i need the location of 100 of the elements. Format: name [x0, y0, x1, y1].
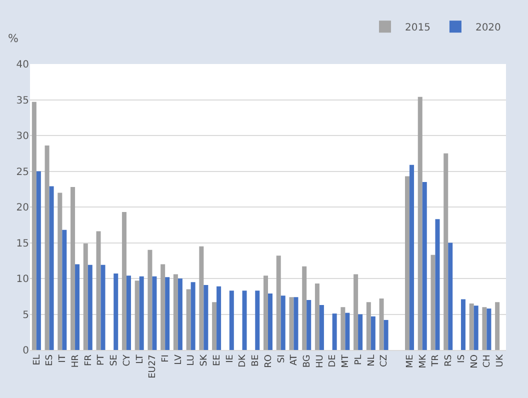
bar: [410, 164, 414, 350]
x-tick-label: SI: [276, 354, 287, 363]
bar: [345, 312, 350, 350]
x-tick-label: NL: [366, 354, 377, 366]
bar: [370, 316, 376, 350]
bar: [100, 264, 106, 350]
bar: [229, 290, 234, 350]
x-tick-label: UK: [495, 354, 506, 368]
legend-label: 2020: [475, 22, 501, 34]
bar: [173, 274, 178, 350]
x-tick-label: MT: [341, 354, 352, 368]
bar: [495, 302, 500, 350]
bar: [302, 266, 307, 350]
bar: [70, 186, 76, 350]
x-tick-label: IS: [456, 354, 467, 363]
bar: [384, 320, 388, 350]
bar: [32, 102, 36, 350]
y-tick-label: 15: [16, 238, 29, 250]
bar: [418, 96, 422, 350]
bar: [83, 243, 88, 350]
bar: [289, 297, 294, 350]
x-tick-label: BG: [302, 354, 313, 368]
bar: [460, 299, 466, 350]
x-tick-label: BE: [251, 354, 262, 366]
x-tick-label: AT: [290, 354, 300, 366]
bar: [332, 314, 337, 350]
x-tick-label: TR: [431, 354, 442, 368]
x-tick-label: IE: [225, 354, 236, 363]
bar: [134, 280, 140, 350]
bar: [88, 264, 92, 350]
x-tick-label: RO: [264, 354, 274, 368]
bar: [255, 290, 260, 350]
x-tick-label: DK: [238, 354, 248, 368]
bar: [469, 304, 474, 350]
bar: [430, 254, 436, 350]
legend-label: 2015: [405, 22, 430, 34]
bar: [435, 219, 440, 350]
bar: [486, 308, 492, 350]
x-tick-label: HU: [315, 354, 326, 368]
y-tick-label: 40: [16, 60, 29, 70]
bar: [216, 286, 222, 350]
x-tick-label: RS: [444, 354, 454, 367]
x-tick-label: SK: [200, 354, 210, 366]
bar: [152, 276, 157, 350]
y-tick-label: 35: [16, 95, 29, 106]
bar: [75, 264, 80, 350]
bar: [379, 298, 384, 350]
bar: [186, 289, 191, 350]
bar: [319, 304, 324, 350]
x-tick-label: MK: [418, 354, 428, 368]
x-tick-label: LV: [174, 354, 184, 365]
bar: [36, 171, 41, 350]
bar: [96, 231, 101, 350]
y-tick-label: 20: [16, 202, 29, 214]
y-tick-label: 30: [16, 131, 29, 142]
bar: [422, 182, 427, 350]
bar: [474, 306, 478, 350]
x-tick-label: ES: [45, 354, 56, 366]
bar: [58, 192, 62, 350]
x-tick-label: CY: [122, 354, 132, 366]
x-tick-label: LT: [135, 354, 146, 364]
y-axis-title: %: [8, 32, 18, 45]
bar: [49, 186, 54, 350]
bar: [366, 302, 371, 350]
x-tick-label: FR: [84, 354, 94, 366]
y-tick-label: 25: [16, 166, 29, 178]
bar: [204, 284, 208, 350]
x-tick-label: EU27: [148, 354, 158, 378]
bar: [165, 277, 170, 350]
x-tick-label: NO: [470, 354, 480, 368]
bar: [405, 176, 410, 350]
bar: [276, 256, 281, 350]
x-tick-label: EE: [212, 354, 222, 366]
bar: [190, 282, 196, 350]
bar: [139, 276, 144, 350]
bar: [264, 276, 268, 350]
x-tick-label: HR: [70, 354, 81, 368]
bar: [122, 212, 126, 350]
bar: [444, 153, 448, 350]
bar: [340, 307, 346, 350]
x-tick-label: IT: [58, 354, 68, 363]
bar: [354, 274, 358, 350]
x-tick-label: EL: [32, 354, 42, 366]
y-tick-label: 10: [16, 274, 29, 285]
bar: [268, 294, 272, 350]
y-tick-label: 5: [22, 310, 29, 321]
bar: [242, 290, 247, 350]
bar: [358, 314, 363, 350]
bar: [114, 274, 118, 350]
bar: [314, 284, 320, 350]
bar: [148, 250, 152, 350]
bar: [482, 307, 487, 350]
x-tick-label: PL: [354, 354, 364, 366]
bar: [44, 146, 50, 350]
x-tick-label: FI: [161, 354, 172, 362]
bar: [448, 242, 453, 350]
bar: [199, 246, 204, 350]
bar: [280, 296, 286, 350]
x-tick-label: CZ: [380, 354, 390, 368]
bar: [160, 264, 166, 350]
